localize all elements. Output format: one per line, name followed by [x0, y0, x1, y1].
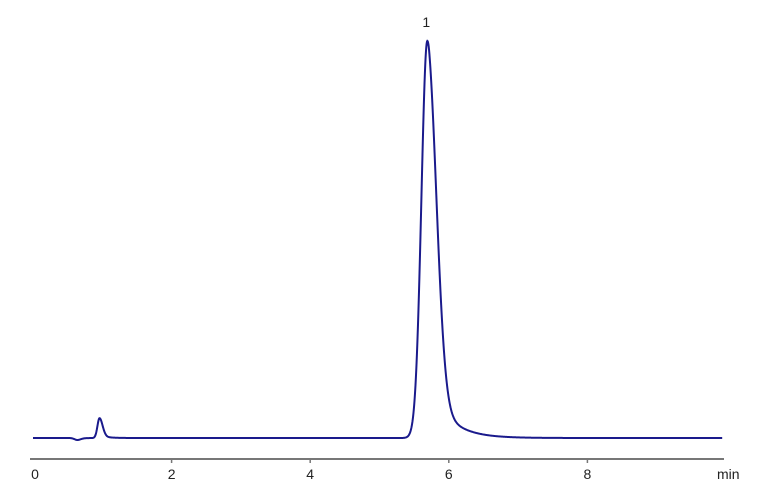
x-axis-label: min	[717, 466, 740, 482]
x-tick-label: 8	[584, 466, 592, 482]
x-tick-label: 4	[306, 466, 314, 482]
x-axis: 0 2 4 6 8	[30, 458, 724, 482]
peak-label: 1	[422, 14, 430, 30]
chromatogram-trace	[33, 39, 723, 441]
x-tick-label: 0	[31, 466, 39, 482]
x-tick-label: 2	[168, 466, 176, 482]
peak-labels: 1	[422, 14, 430, 30]
x-tick-label: 6	[445, 466, 453, 482]
